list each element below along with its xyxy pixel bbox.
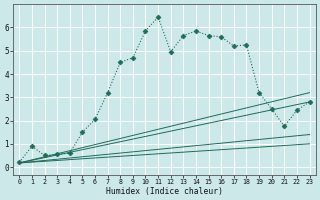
X-axis label: Humidex (Indice chaleur): Humidex (Indice chaleur) [106,187,223,196]
